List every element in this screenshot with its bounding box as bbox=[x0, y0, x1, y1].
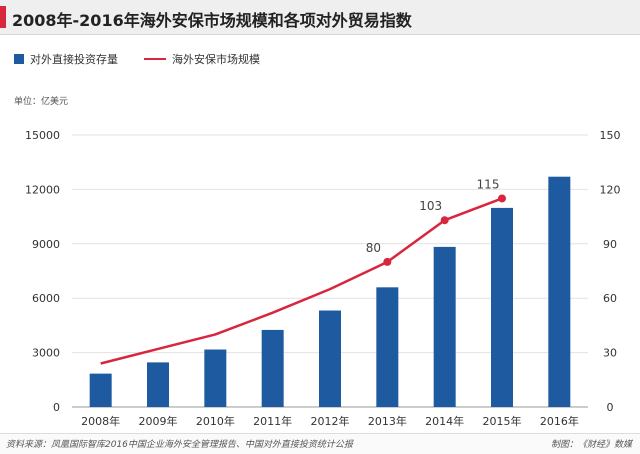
legend-item-line: 海外安保市场规模 bbox=[144, 51, 260, 67]
y-right-tick-label: 30 bbox=[603, 347, 617, 360]
data-label: 115 bbox=[477, 177, 500, 191]
legend-line-swatch bbox=[144, 58, 166, 60]
bar bbox=[89, 373, 112, 407]
x-tick-label: 2009年 bbox=[139, 414, 178, 428]
bar bbox=[433, 246, 456, 407]
line-point bbox=[498, 194, 506, 203]
legend-item-bar: 对外直接投资存量 bbox=[14, 51, 118, 67]
chart-title: 2008年-2016年海外安保市场规模和各项对外贸易指数 bbox=[12, 11, 412, 30]
legend-line-label: 海外安保市场规模 bbox=[172, 53, 260, 66]
y-left-tick-label: 6000 bbox=[32, 292, 60, 305]
y-left-tick-label: 9000 bbox=[32, 238, 60, 251]
x-tick-label: 2015年 bbox=[483, 414, 522, 428]
source-note: 资料来源：凤凰国际智库2016中国企业海外安全管理报告、中国对外直接投资统计公报 bbox=[6, 440, 353, 450]
line-point bbox=[383, 257, 392, 266]
data-label: 80 bbox=[366, 241, 381, 255]
x-tick-label: 2014年 bbox=[425, 414, 464, 428]
y-right-tick-label: 60 bbox=[603, 292, 617, 305]
x-tick-label: 2010年 bbox=[196, 414, 235, 428]
legend-bar-label: 对外直接投资存量 bbox=[30, 53, 118, 66]
title-accent bbox=[0, 6, 6, 28]
bar bbox=[204, 349, 227, 407]
credit-note: 制图：《财经》数媒 bbox=[550, 440, 632, 450]
legend: 对外直接投资存量 海外安保市场规模 bbox=[14, 52, 286, 66]
y-left-tick-label: 15000 bbox=[25, 129, 60, 142]
y-right-tick-label: 150 bbox=[600, 129, 621, 142]
footer: 资料来源：凤凰国际智库2016中国企业海外安全管理报告、中国对外直接投资统计公报… bbox=[0, 433, 640, 454]
x-tick-label: 2008年 bbox=[81, 414, 120, 428]
y-left-tick-label: 12000 bbox=[25, 183, 60, 196]
series-line bbox=[100, 197, 503, 365]
data-label: 103 bbox=[419, 199, 442, 213]
y-right-tick-label: 90 bbox=[603, 238, 617, 251]
bar bbox=[147, 362, 169, 407]
bar bbox=[261, 329, 284, 407]
x-tick-label: 2012年 bbox=[311, 414, 350, 428]
y-left-tick-label: 3000 bbox=[32, 347, 60, 360]
x-tick-label: 2011年 bbox=[253, 414, 292, 428]
line-point bbox=[440, 216, 449, 225]
x-tick-label: 2013年 bbox=[368, 414, 407, 428]
y-left-tick-label: 0 bbox=[53, 401, 60, 414]
bar bbox=[376, 287, 399, 407]
title-bar: 2008年-2016年海外安保市场规模和各项对外贸易指数 bbox=[0, 0, 640, 35]
y-right-tick-label: 0 bbox=[607, 401, 614, 414]
y-right-tick-label: 120 bbox=[600, 183, 621, 196]
bar bbox=[548, 176, 571, 407]
legend-bar-swatch bbox=[14, 54, 24, 64]
unit-label: 单位：亿美元 bbox=[14, 97, 69, 107]
x-tick-label: 2016年 bbox=[540, 414, 579, 428]
bar bbox=[491, 207, 513, 407]
bar bbox=[319, 310, 341, 407]
